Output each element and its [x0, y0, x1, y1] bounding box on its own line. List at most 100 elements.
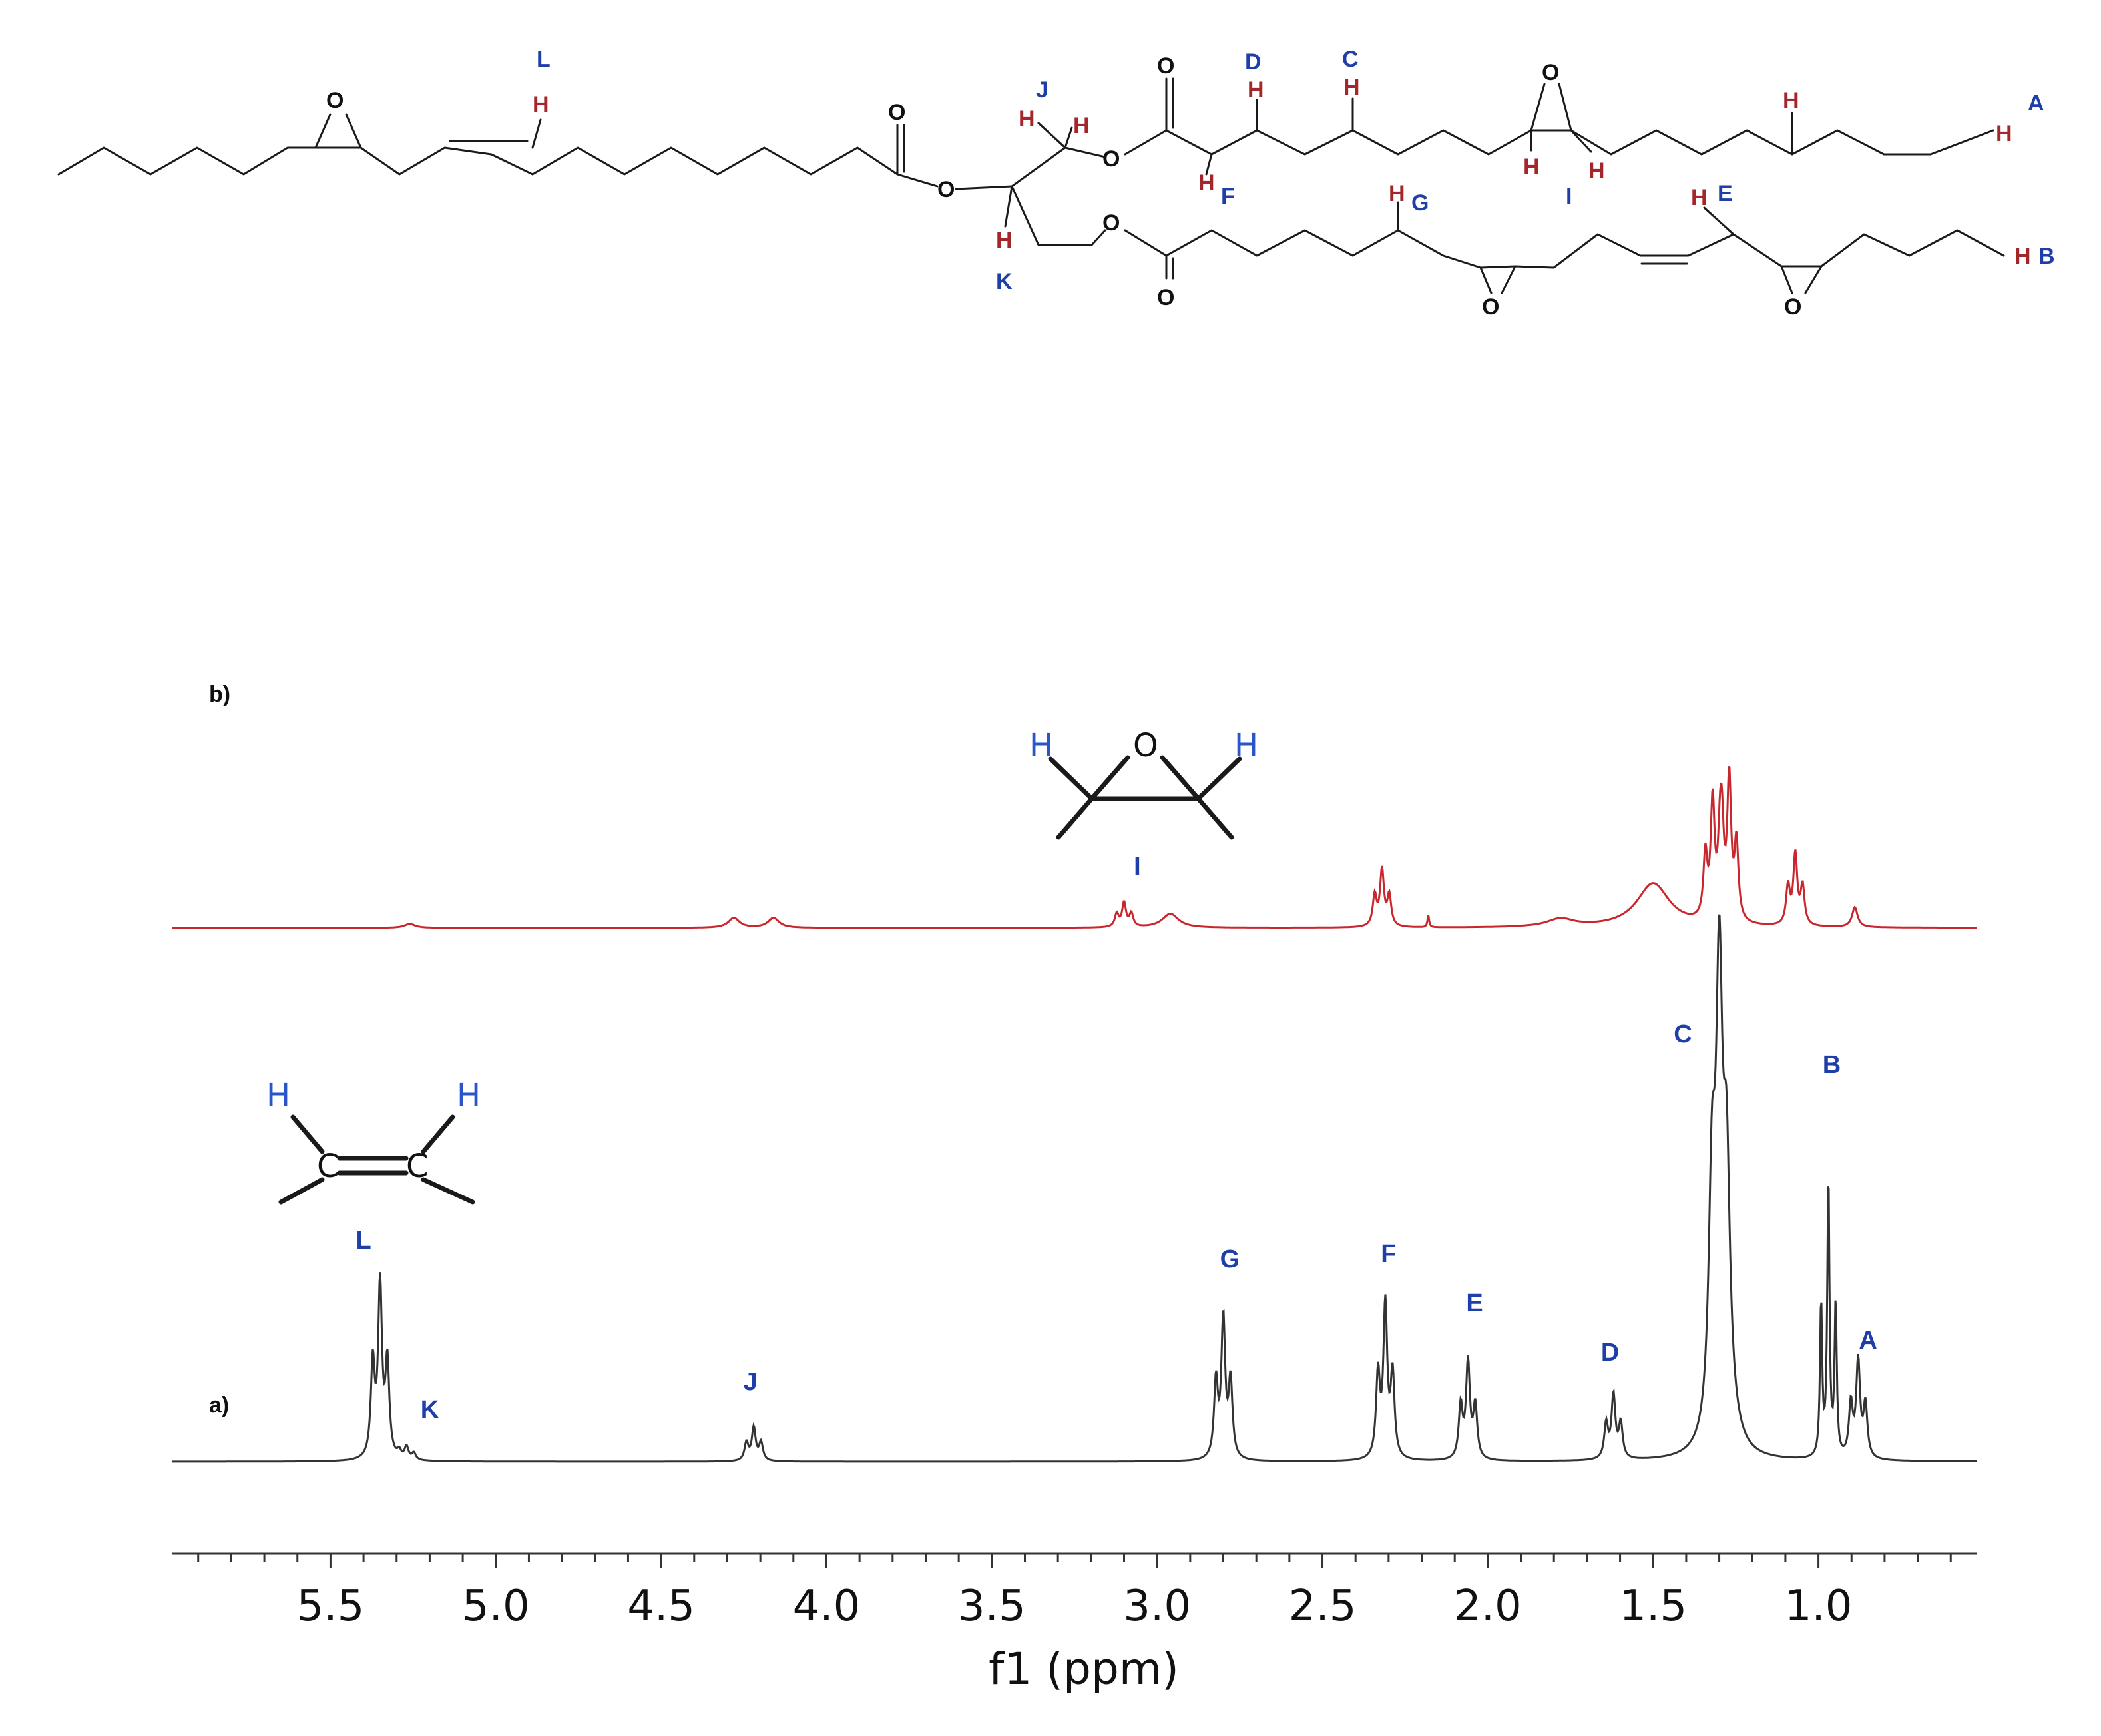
peak-label-d: D — [1601, 1339, 1619, 1367]
lower-ester-oxygen: O — [1102, 210, 1120, 236]
alkene-inset-carbon-left: C — [317, 1148, 340, 1185]
a-hydrogen: H — [1996, 121, 2012, 146]
lower-epoxide2-o-bond-1 — [1780, 265, 1793, 294]
x-tick-label: 4.5 — [627, 1582, 695, 1631]
peak-label-e: E — [1466, 1289, 1483, 1317]
x-tick-label: 3.0 — [1123, 1582, 1191, 1631]
left-epoxide-o-bond-2 — [345, 113, 362, 149]
upper-epoxide-oxygen: O — [1542, 60, 1559, 85]
proton-label-b: B — [2038, 244, 2055, 269]
e-h-bond — [1703, 206, 1735, 236]
left-chain-bond — [57, 146, 939, 188]
proton-label-l: L — [537, 47, 551, 72]
lower-epoxide1-o-bond-2 — [1501, 265, 1517, 294]
epoxide-inset-co-bond-2 — [1160, 755, 1201, 801]
epoxide-inset-hydrogen-left: H — [1029, 727, 1053, 764]
epoxide-inset-oxygen: O — [1133, 727, 1158, 764]
upper-epoxide-o-bond-2 — [1558, 83, 1572, 132]
proton-label-e: E — [1718, 181, 1733, 206]
l-h-bond — [531, 118, 542, 149]
left-carbonyl-oxygen: O — [888, 100, 905, 125]
k-h-bond — [1004, 185, 1013, 228]
proton-label-k: K — [996, 269, 1013, 294]
peak-label-j: J — [744, 1368, 758, 1396]
l-hydrogen: H — [533, 92, 549, 117]
b-hydrogen: H — [2014, 244, 2031, 269]
j-hydrogen-1: H — [1019, 107, 1035, 132]
triglyceride-structure: O H L O O H K H H J O O O H F H D H C — [57, 47, 2055, 320]
alkene-inset-left-h-bond — [290, 1114, 325, 1154]
x-tick-label: 3.5 — [958, 1582, 1026, 1631]
peak-label-k: K — [421, 1396, 439, 1424]
lower-chain-bond — [1124, 229, 2005, 269]
lower-carbonyl-oxygen: O — [1157, 285, 1174, 310]
left-epoxide-oxygen: O — [326, 88, 344, 113]
e-hydrogen: H — [1691, 185, 1708, 210]
proton-label-d: D — [1245, 49, 1262, 75]
k-hydrogen: H — [996, 228, 1013, 253]
x-tick-label: 4.0 — [793, 1582, 861, 1631]
upper-ester-oxygen: O — [1102, 146, 1120, 172]
j-hydrogen-2: H — [1073, 113, 1090, 138]
proton-label-g: G — [1411, 190, 1429, 216]
lower-epoxide2-oxygen: O — [1784, 294, 1801, 320]
x-tick-label: 2.5 — [1289, 1582, 1357, 1631]
j-h-bond-2 — [1064, 126, 1073, 149]
i-h-bond-2 — [1570, 129, 1592, 153]
d-hydrogen: H — [1248, 77, 1264, 103]
x-tick-label: 5.0 — [462, 1582, 530, 1631]
spectrum-a-trace — [172, 914, 1977, 1463]
epoxide-inset-left-r-bond — [1056, 796, 1094, 840]
peak-label-l: L — [355, 1227, 371, 1255]
upper-carbonyl-oxygen: O — [1157, 53, 1174, 79]
i-hydrogen-1: H — [1523, 154, 1540, 180]
alkene-inset-hydrogen-right: H — [457, 1077, 481, 1114]
epoxide-inset: O H H — [1029, 727, 1258, 840]
alkene-inset-hydrogen-left: H — [266, 1077, 290, 1114]
x-tick-label: 1.5 — [1619, 1582, 1687, 1631]
g-hydrogen: H — [1389, 181, 1405, 206]
alkene-inset-right-h-bond — [421, 1114, 455, 1154]
x-axis-label: f1 (ppm) — [989, 1643, 1179, 1695]
peak-labels: L K J G F E D C B A I — [355, 853, 1877, 1424]
proton-label-c: C — [1342, 47, 1359, 72]
peak-label-g: G — [1220, 1245, 1240, 1273]
proton-label-j: J — [1036, 77, 1049, 103]
x-tick-label: 2.0 — [1454, 1582, 1522, 1631]
epoxide-inset-right-r-bond — [1196, 796, 1234, 840]
x-axis-ticks: 5.5 5.0 4.5 4.0 3.5 3.0 2.5 2.0 1.5 1.0 — [197, 1554, 1952, 1631]
lower-epoxide1-o-bond-1 — [1479, 266, 1493, 294]
proton-label-a: A — [2028, 91, 2044, 116]
spectrum-b-trace — [172, 765, 1977, 929]
peak-label-f: F — [1381, 1240, 1396, 1268]
glycerol-lower-arm — [1011, 185, 1106, 246]
peak-label-c: C — [1674, 1020, 1692, 1048]
peak-label-b: B — [1823, 1051, 1841, 1079]
f-hydrogen: H — [1198, 170, 1215, 196]
left-epoxide-o-bond-1 — [314, 113, 332, 149]
epoxide-inset-hydrogen-right: H — [1234, 727, 1258, 764]
chain-hydrogen: H — [1783, 88, 1799, 113]
upper-epoxide-o-bond-1 — [1530, 83, 1546, 132]
left-ester-oxygen: O — [937, 177, 955, 202]
upper-chain-bond — [1124, 129, 1994, 156]
x-axis: 5.5 5.0 4.5 4.0 3.5 3.0 2.5 2.0 1.5 1.0 f1 (ppm) — [172, 1552, 1977, 1695]
alkene-inset-carbon-right: C — [406, 1148, 429, 1185]
peak-label-i: I — [1134, 853, 1141, 881]
proton-label-f: F — [1221, 184, 1235, 209]
epoxide-inset-left-h-bond — [1048, 756, 1094, 801]
glycerol-backbone — [955, 146, 1106, 190]
epoxide-inset-co-bond-1 — [1089, 755, 1130, 801]
lower-epoxide1-oxygen: O — [1482, 294, 1499, 320]
alkene-inset: C C H H — [266, 1077, 481, 1205]
panel-label-a: a) — [209, 1393, 229, 1418]
lower-epoxide2-o-bond-2 — [1804, 265, 1823, 294]
i-hydrogen-2: H — [1588, 158, 1605, 184]
alkene-inset-left-r-bond — [278, 1177, 325, 1205]
x-tick-label: 1.0 — [1785, 1582, 1853, 1631]
j-h-bond-1 — [1037, 122, 1066, 149]
c-hydrogen: H — [1343, 75, 1360, 100]
nmr-spectra: b) a) L K J G F E D C B A I — [172, 682, 1977, 1463]
panel-label-b: b) — [209, 682, 230, 707]
